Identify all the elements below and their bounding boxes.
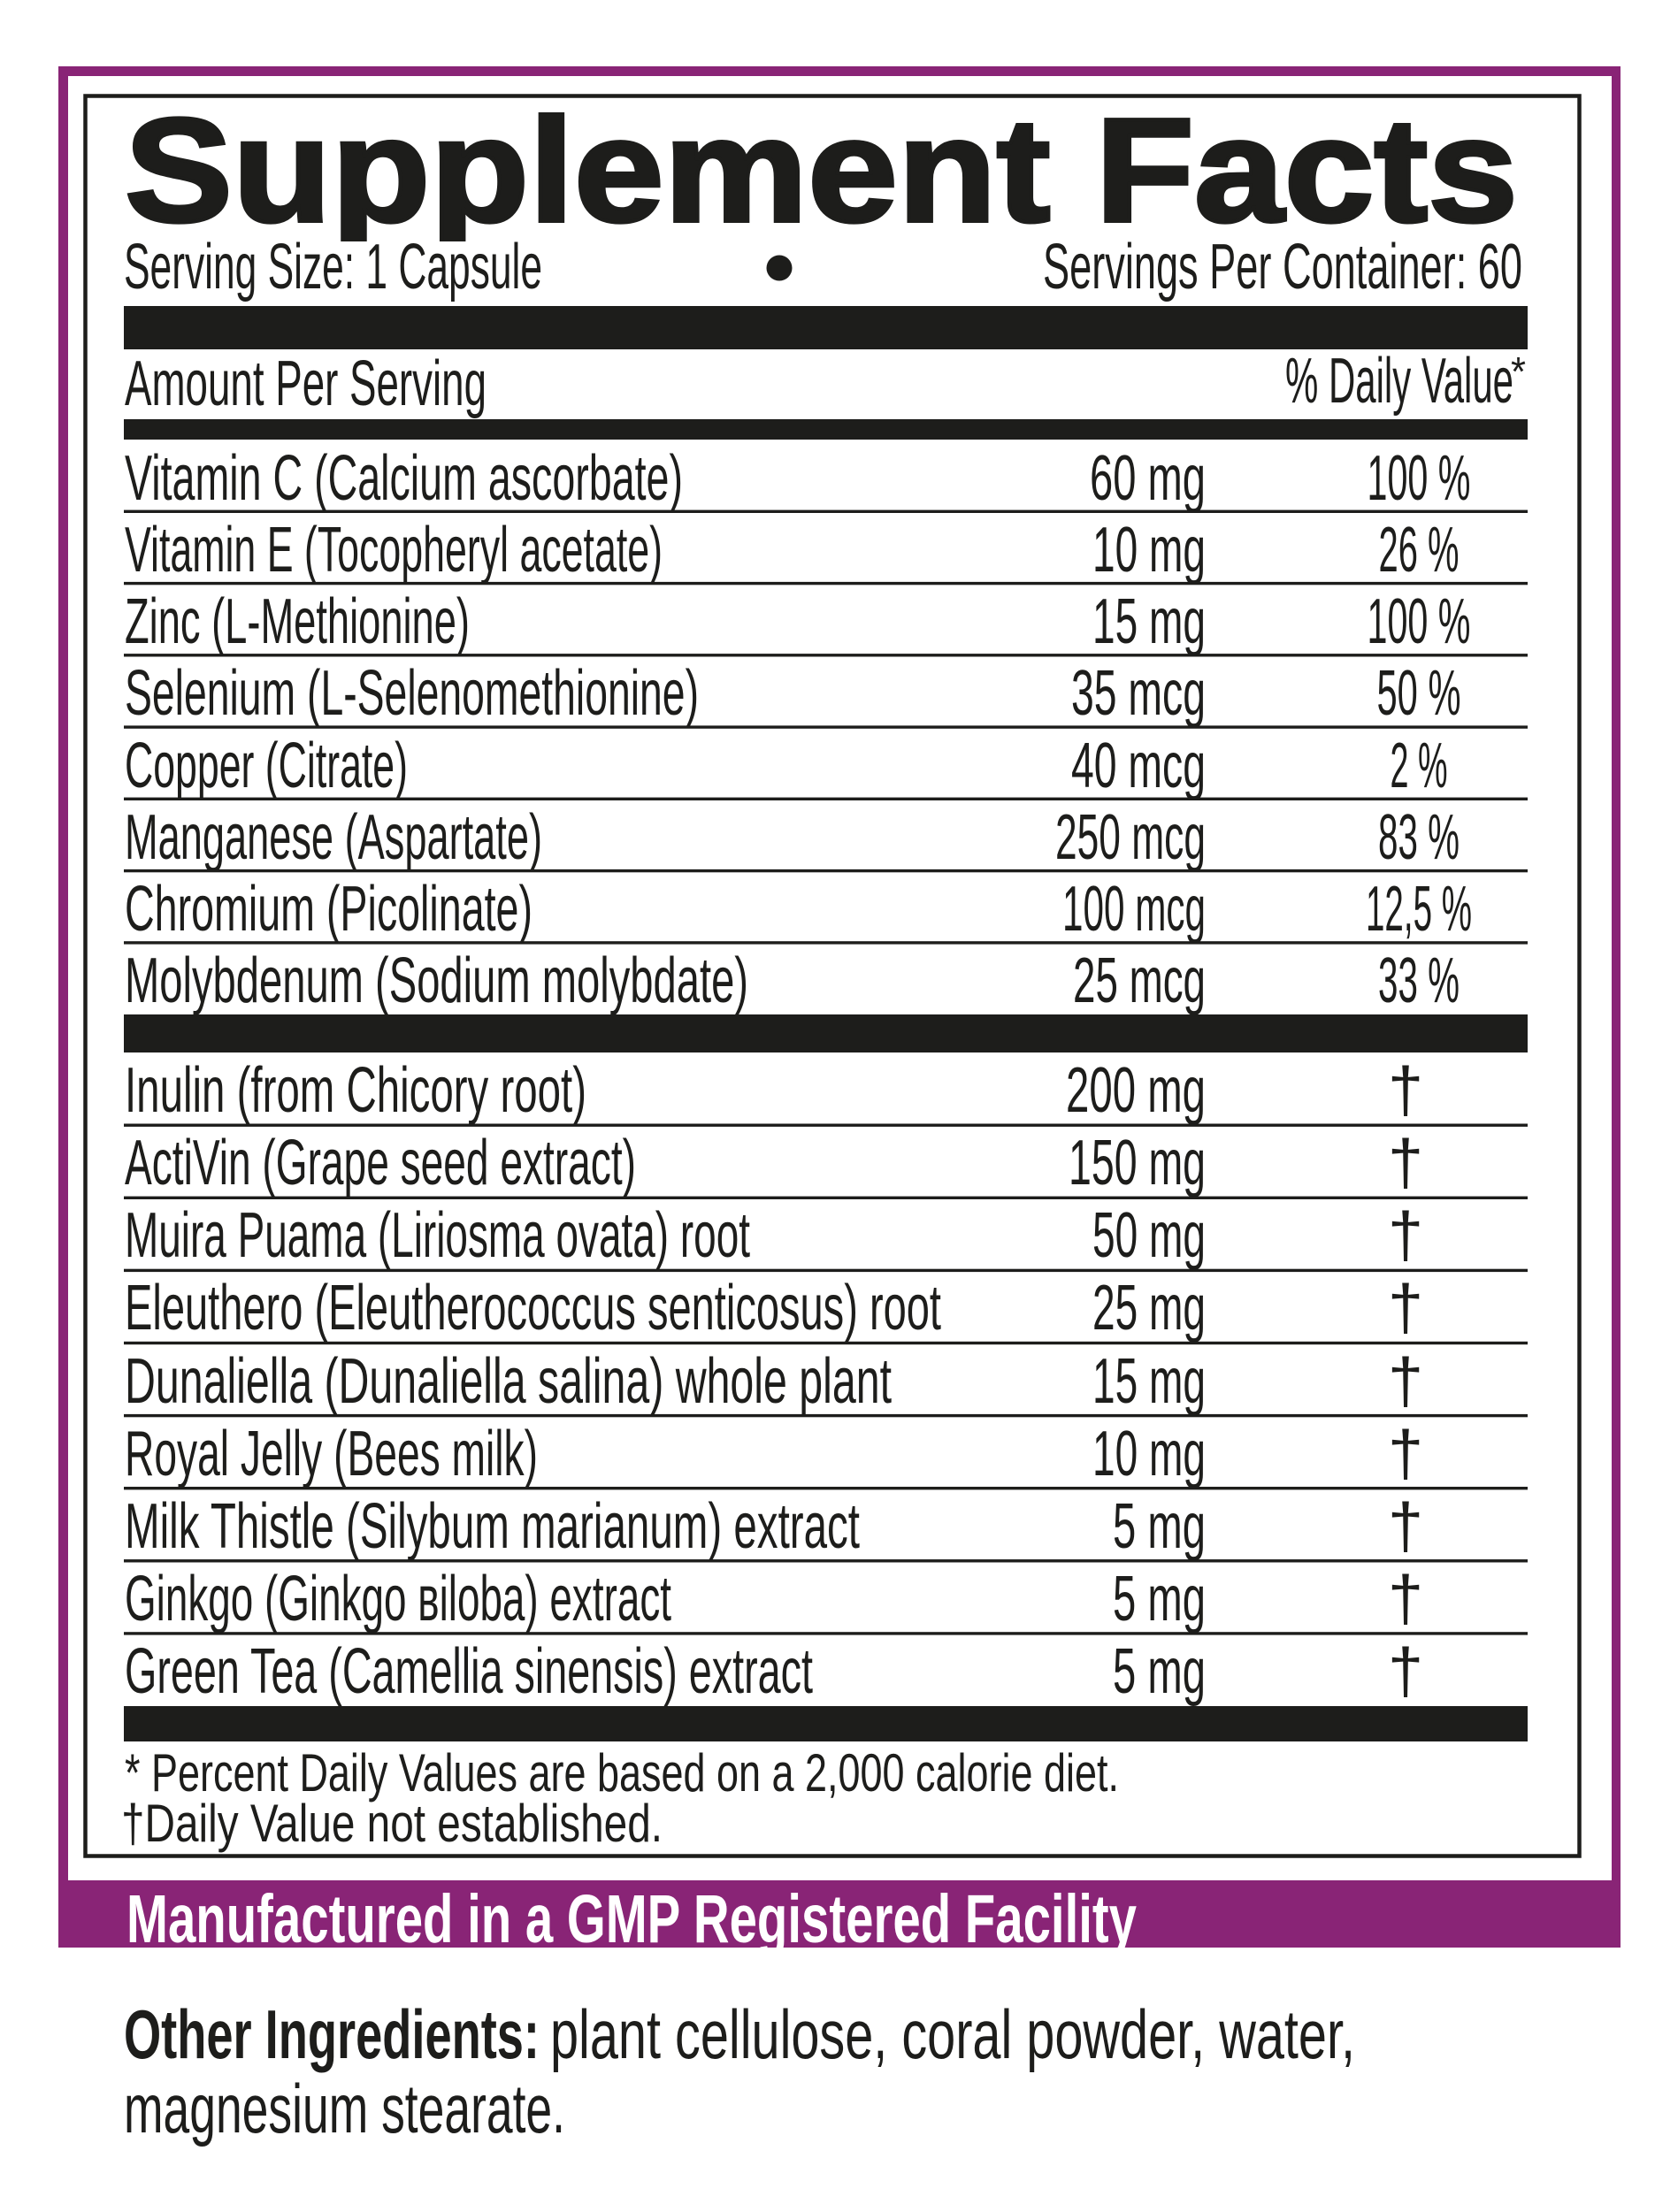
svg-text:Amount Per Serving: Amount Per Serving: [125, 348, 487, 419]
svg-text:40 mcg: 40 mcg: [1071, 731, 1206, 801]
svg-text:Copper (Citrate): Copper (Citrate): [125, 731, 408, 801]
svg-text:Servings Per Container: 60: Servings Per Container: 60: [1043, 232, 1522, 302]
svg-text:†: †: [1388, 1128, 1423, 1198]
svg-text:Selenium (L-Selenomethionine): Selenium (L-Selenomethionine): [125, 658, 699, 729]
svg-text:Serving Size: 1 Capsule: Serving Size: 1 Capsule: [124, 232, 542, 302]
svg-text:Manganese (Aspartate): Manganese (Aspartate): [125, 802, 542, 873]
svg-text:†Daily Value not established.: †Daily Value not established.: [121, 1794, 663, 1853]
svg-text:magnesium stearate.: magnesium stearate.: [124, 2070, 565, 2147]
svg-text:33 %: 33 %: [1378, 945, 1460, 1016]
svg-text:Zinc (L-Methionine): Zinc (L-Methionine): [125, 586, 470, 657]
svg-text:Manufactured in a GMP Register: Manufactured in a GMP Registered Facilit…: [126, 1881, 1137, 1957]
svg-text:12,5 %: 12,5 %: [1366, 874, 1472, 945]
svg-text:200 mg: 200 mg: [1066, 1055, 1206, 1126]
svg-text:Inulin (from Chicory root): Inulin (from Chicory root): [125, 1055, 586, 1126]
svg-text:Supplement Facts: Supplement Facts: [125, 88, 1518, 253]
svg-text:†: †: [1388, 1564, 1423, 1634]
svg-text:Molybdenum (Sodium molybdate): Molybdenum (Sodium molybdate): [125, 945, 748, 1016]
svg-text:5 mg: 5 mg: [1113, 1564, 1206, 1634]
svg-text:†: †: [1388, 1055, 1423, 1126]
svg-text:†: †: [1388, 1491, 1423, 1562]
svg-text:15 mg: 15 mg: [1092, 1346, 1206, 1417]
svg-text:†: †: [1388, 1200, 1423, 1271]
svg-text:100 %: 100 %: [1368, 443, 1471, 514]
svg-text:2 %: 2 %: [1391, 731, 1448, 801]
svg-text:Green Tea (Camellia sinensis): Green Tea (Camellia sinensis) extract: [125, 1636, 813, 1707]
svg-text:25 mcg: 25 mcg: [1073, 945, 1206, 1016]
svg-text:Other Ingredients:: Other Ingredients:: [124, 1995, 540, 2073]
svg-text:ActiVin (Grape seed extract): ActiVin (Grape seed extract): [125, 1128, 636, 1198]
svg-text:plant cellulose, coral powder,: plant cellulose, coral powder, water,: [550, 1995, 1355, 2073]
svg-text:Muira Puama (Liriosma ovata) r: Muira Puama (Liriosma ovata) root: [125, 1200, 750, 1271]
svg-text:Eleuthero (Eleutherococcus sen: Eleuthero (Eleutherococcus senticosus) r…: [125, 1273, 941, 1343]
svg-text:% Daily Value: % Daily Value: [1285, 346, 1513, 417]
svg-text:Chromium (Picolinate): Chromium (Picolinate): [125, 874, 533, 945]
svg-text:Dunaliella (Dunaliella salina): Dunaliella (Dunaliella salina) whole pla…: [125, 1346, 892, 1417]
svg-text:150 mg: 150 mg: [1069, 1128, 1206, 1198]
svg-text:Milk Thistle (Silybum marianum: Milk Thistle (Silybum marianum) extract: [125, 1491, 860, 1562]
svg-text:5 mg: 5 mg: [1113, 1491, 1206, 1562]
svg-text:10 mg: 10 mg: [1092, 515, 1206, 586]
svg-text:83 %: 83 %: [1378, 802, 1460, 873]
svg-text:*: *: [1511, 348, 1526, 394]
svg-text:†: †: [1388, 1636, 1423, 1707]
svg-text:10 mg: 10 mg: [1092, 1419, 1206, 1489]
svg-text:†: †: [1388, 1419, 1423, 1489]
svg-text:100 mcg: 100 mcg: [1062, 874, 1206, 945]
svg-text:50 mg: 50 mg: [1092, 1200, 1206, 1271]
svg-text:Ginkgo (Ginkgo вiloba) extract: Ginkgo (Ginkgo вiloba) extract: [125, 1564, 671, 1634]
svg-text:25 mg: 25 mg: [1092, 1273, 1206, 1343]
svg-text:50 %: 50 %: [1377, 658, 1461, 729]
svg-text:Vitamin E (Tocopheryl acetate): Vitamin E (Tocopheryl acetate): [125, 515, 663, 586]
svg-text:†: †: [1388, 1346, 1423, 1417]
svg-text:* Percent Daily Values are bas: * Percent Daily Values are based on a 2,…: [125, 1743, 1119, 1803]
svg-text:5 mg: 5 mg: [1113, 1636, 1206, 1707]
svg-text:100 %: 100 %: [1368, 586, 1471, 657]
svg-text:26 %: 26 %: [1379, 515, 1460, 586]
svg-text:Royal Jelly (Bees milk): Royal Jelly (Bees milk): [125, 1419, 538, 1489]
svg-text:†: †: [1388, 1273, 1423, 1343]
svg-text:60 mg: 60 mg: [1090, 443, 1206, 514]
svg-text:35 mcg: 35 mcg: [1071, 658, 1206, 729]
svg-text:15 mg: 15 mg: [1092, 586, 1206, 657]
svg-text:250 mcg: 250 mcg: [1055, 802, 1206, 873]
svg-text:Vitamin C (Calcium ascorbate): Vitamin C (Calcium ascorbate): [125, 443, 683, 514]
